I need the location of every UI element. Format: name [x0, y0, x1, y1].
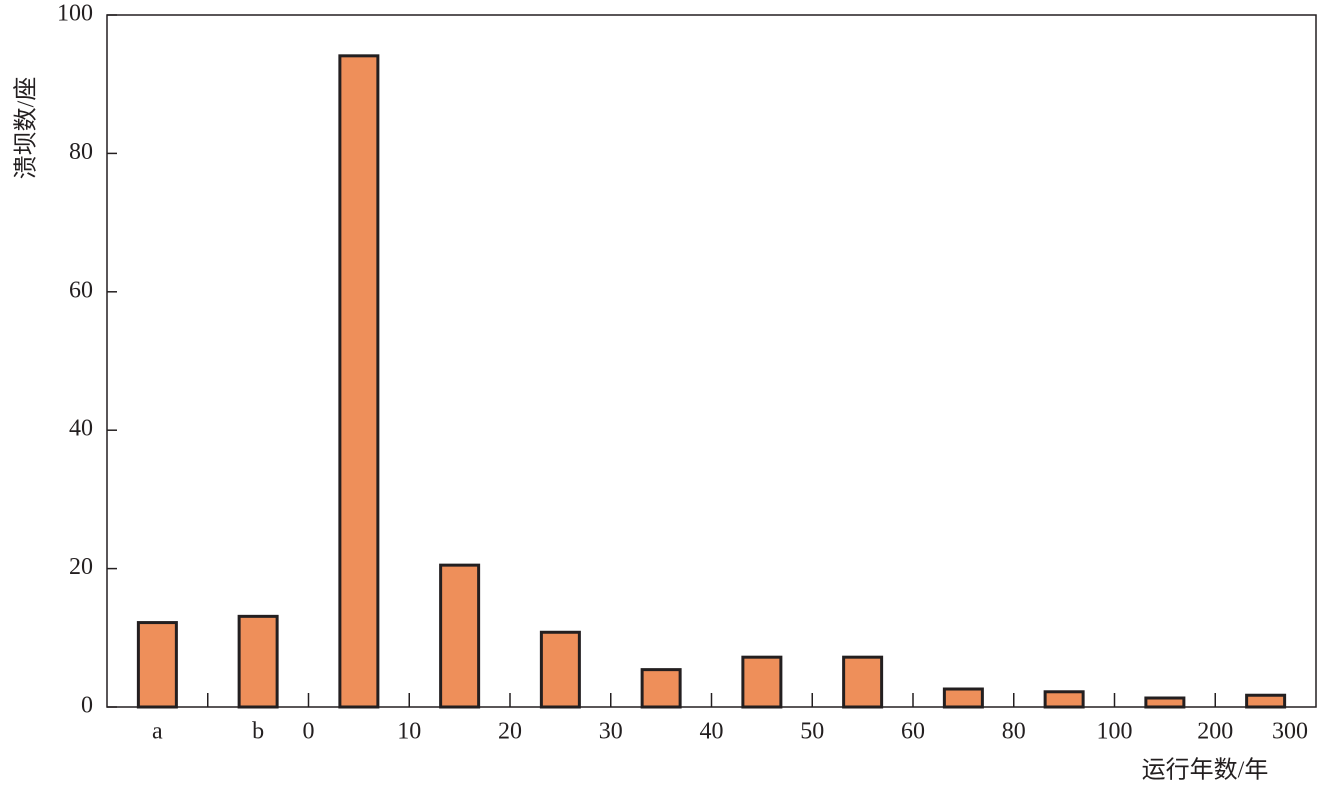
- x-edge-label: 10: [397, 719, 421, 745]
- bar: [1043, 690, 1085, 709]
- bar: [136, 621, 178, 709]
- x-edge-label: 60: [901, 719, 925, 745]
- x-edge-label: 0: [303, 719, 315, 745]
- bar: [640, 668, 682, 709]
- x-tick-label: a: [152, 719, 163, 745]
- bar: [237, 614, 279, 709]
- x-edge-label: 200: [1197, 719, 1233, 745]
- x-edge-label: 30: [599, 719, 623, 745]
- y-tick-label: 80: [69, 139, 93, 165]
- x-tick-label: b: [252, 719, 264, 745]
- bar: [942, 687, 984, 709]
- y-tick-label: 100: [57, 1, 93, 27]
- y-tick-label: 60: [69, 277, 93, 303]
- bar: [741, 655, 783, 709]
- x-edge-label: 50: [800, 719, 824, 745]
- bar: [338, 54, 380, 709]
- bar: [842, 655, 884, 709]
- y-tick-label: 20: [69, 554, 93, 580]
- bar: [1245, 693, 1287, 709]
- x-edge-label: 40: [700, 719, 724, 745]
- x-edge-label: 20: [498, 719, 522, 745]
- x-edge-label: 100: [1097, 719, 1133, 745]
- x-edge-label: 80: [1002, 719, 1026, 745]
- y-tick-label: 40: [69, 416, 93, 442]
- x-edge-label: 300: [1272, 719, 1308, 745]
- bar: [439, 563, 481, 709]
- y-tick-label: 0: [81, 693, 93, 719]
- bar: [1144, 696, 1186, 709]
- x-axis-label: 运行年数/年: [1142, 757, 1269, 784]
- bar: [539, 630, 581, 709]
- plot-frame: [106, 14, 1317, 708]
- y-axis-label: 溃坝数/座: [13, 77, 40, 180]
